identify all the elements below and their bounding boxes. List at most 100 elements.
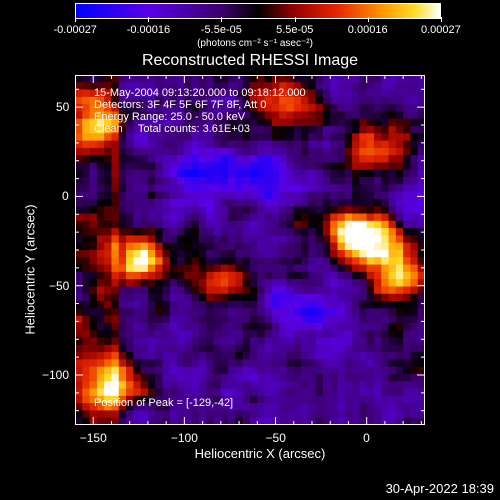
heatmap-cell (373, 228, 382, 237)
heatmap-cell (279, 395, 288, 404)
heatmap-cell (242, 315, 251, 324)
heatmap-cell (410, 147, 419, 156)
heatmap-cell (220, 169, 229, 178)
heatmap-cell (177, 271, 185, 280)
heatmap-cell (250, 308, 258, 317)
heatmap-cell (403, 308, 412, 317)
heatmap-cell (104, 352, 113, 360)
heatmap-cell (322, 228, 331, 237)
heatmap-cell (140, 279, 149, 288)
heatmap-cell (381, 279, 390, 288)
heatmap-cell (410, 301, 419, 309)
heatmap-cell (366, 308, 375, 317)
heatmap-cell (279, 410, 288, 419)
heatmap-cell (169, 242, 178, 251)
heatmap-cell (271, 184, 280, 193)
heatmap-cell (104, 381, 113, 390)
heatmap-cell (133, 308, 142, 317)
heatmap-cell (169, 82, 178, 91)
heatmap-cell (147, 155, 156, 164)
x-tick-label: −150 (79, 431, 107, 445)
detectors-label: Detectors: 3F 4F 5F 6F 7F 8F, Att 0 (94, 99, 267, 111)
heatmap-cell (206, 235, 215, 244)
heatmap-cell (220, 220, 229, 229)
heatmap-cell (140, 395, 149, 404)
heatmap-cell (126, 271, 134, 280)
heatmap-cell (206, 279, 215, 288)
heatmap-cell (330, 198, 339, 207)
heatmap-cell (162, 147, 171, 156)
heatmap-cell (352, 337, 360, 346)
heatmap-cell (359, 271, 368, 280)
heatmap-cell (104, 96, 113, 105)
heatmap-cell (403, 417, 412, 425)
heatmap-cell (293, 228, 302, 237)
heatmap-cell (169, 293, 178, 302)
heatmap-cell (228, 337, 237, 346)
heatmap-cell (126, 403, 134, 412)
heatmap-cell (330, 111, 339, 120)
heatmap-cell (366, 235, 375, 244)
axis-tick-marks (75, 75, 425, 425)
heatmap-cell (162, 337, 171, 346)
heatmap-cell (381, 315, 390, 324)
heatmap-cell (271, 235, 280, 244)
heatmap-cell (235, 271, 244, 280)
heatmap-cell (133, 373, 142, 382)
heatmap-cell (155, 206, 164, 215)
heatmap-cell (373, 184, 382, 193)
heatmap-cell (235, 279, 244, 288)
heatmap-cell (220, 352, 229, 360)
heatmap-cell (177, 162, 185, 171)
heatmap-cell (104, 228, 113, 237)
heatmap-cell (373, 198, 382, 207)
heatmap-cell (257, 403, 266, 412)
heatmap-cell (133, 169, 142, 178)
heatmap-cell (359, 322, 368, 331)
heatmap-cell (279, 104, 288, 113)
heatmap-cell (359, 257, 368, 266)
heatmap-cell (133, 96, 142, 105)
heatmap-cell (235, 228, 244, 237)
heatmap-cell (140, 104, 149, 113)
heatmap-cell (417, 191, 425, 200)
heatmap-cell (213, 104, 222, 113)
heatmap-cell (220, 155, 229, 164)
heatmap-cell (264, 126, 273, 134)
heatmap-cell (308, 104, 317, 113)
heatmap-cell (206, 395, 215, 404)
heatmap-cell (220, 330, 229, 339)
heatmap-cell (177, 403, 185, 412)
heatmap-cell (250, 344, 258, 353)
heatmap-cell (184, 198, 193, 207)
heatmap-cell (410, 198, 419, 207)
heatmap-cell (322, 352, 331, 360)
heatmap-cell (235, 344, 244, 353)
heatmap-cell (410, 133, 419, 142)
heatmap-cell (96, 140, 105, 149)
heatmap-cell (126, 286, 134, 295)
heatmap-cell (322, 206, 331, 215)
heatmap-cell (410, 337, 419, 346)
heatmap-cell (257, 279, 266, 288)
heatmap-cell (126, 155, 134, 164)
heatmap-cell (104, 162, 113, 171)
heatmap-cell (301, 308, 309, 317)
heatmap-cell (169, 104, 178, 113)
heatmap-cell (155, 155, 164, 164)
heatmap-cell (301, 403, 309, 412)
heatmap-cell (155, 198, 164, 207)
heatmap-cell (352, 133, 360, 142)
heatmap-cell (257, 381, 266, 390)
heatmap-cell (89, 286, 98, 295)
heatmap-cell (169, 395, 178, 404)
heatmap-cell (388, 191, 397, 200)
heatmap-cell (381, 337, 390, 346)
heatmap-cell (177, 279, 185, 288)
heatmap-cell (82, 235, 91, 244)
heatmap-cell (395, 264, 404, 273)
heatmap-cell (344, 366, 353, 375)
heatmap-cell (96, 381, 105, 390)
heatmap-cell (147, 315, 156, 324)
heatmap-cell (264, 147, 273, 156)
